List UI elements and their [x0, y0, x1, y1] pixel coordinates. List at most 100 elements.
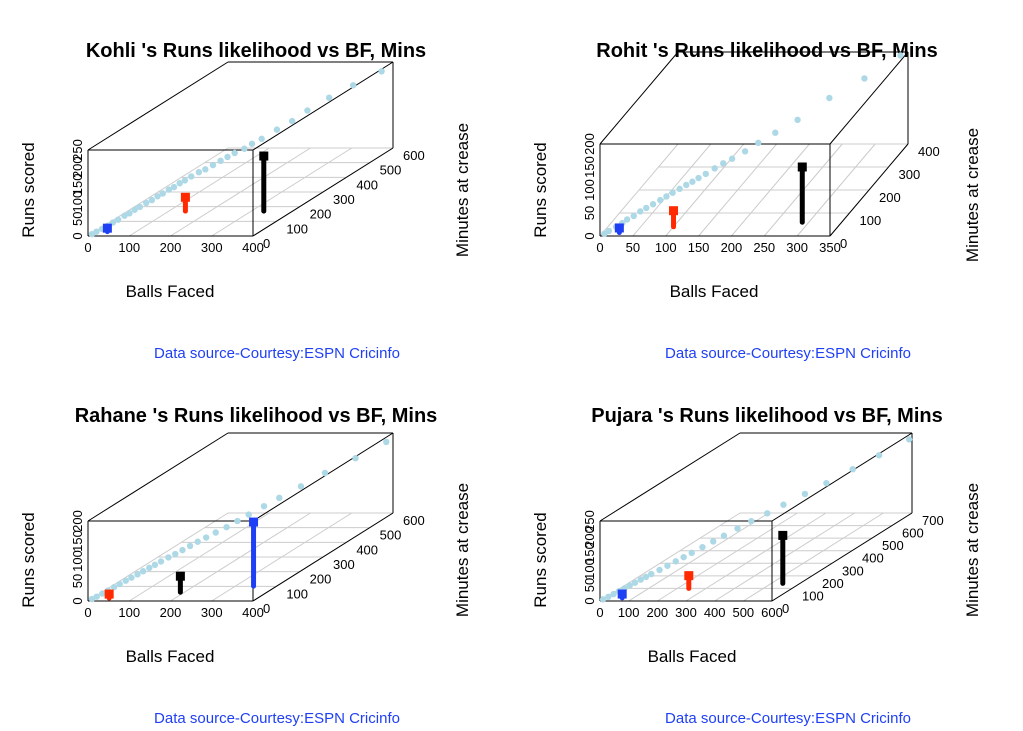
x-tick-labels: 0 100 200 300 400: [84, 605, 263, 620]
y-axis-label: Minutes at crease: [453, 483, 472, 617]
y-tick-label: 300: [333, 192, 355, 207]
z-tick-label: 150: [70, 174, 85, 196]
data-source-note: Data source-Courtesy:ESPN Cricinfo: [665, 710, 911, 727]
data-point: [702, 170, 709, 178]
x-tick-label: 400: [242, 240, 264, 255]
z-tick-label: 100: [70, 550, 85, 572]
data-point: [217, 157, 224, 165]
data-point: [176, 180, 183, 187]
data-point: [605, 593, 612, 601]
x-tick-label: 100: [618, 605, 640, 620]
chart-panel-4: Pujara 's Runs likelihood vs BF, Mins 0 10…: [531, 405, 982, 727]
box-edge: [87, 61, 229, 151]
data-point: [110, 583, 118, 591]
y-tick-label: 600: [403, 148, 425, 163]
y-tick-label: 100: [802, 588, 824, 603]
z-tick-label: 250: [70, 139, 85, 161]
data-point: [159, 190, 166, 197]
highlight-stick-head: [259, 151, 269, 161]
y-tick-label: 100: [286, 221, 308, 236]
data-point: [194, 538, 201, 545]
data-point: [711, 165, 718, 172]
data-point: [325, 94, 333, 101]
data-point: [212, 529, 219, 536]
data-point: [630, 212, 637, 220]
z-tick-label: 50: [582, 206, 597, 220]
y-tick-label: 400: [918, 144, 940, 159]
grid-line: [628, 512, 769, 602]
x-tick-labels: 0 100 200 300 400 500 600: [596, 605, 782, 620]
data-point: [748, 517, 755, 525]
x-tick-label: 200: [721, 240, 743, 255]
z-tick-label: 0: [70, 597, 85, 604]
x-tick-labels: 0 100 200 300 400: [84, 240, 263, 255]
highlight-stick-head: [778, 530, 788, 540]
data-point: [93, 228, 100, 235]
chart-title: Rahane 's Runs likelihood vs BF, Mins: [75, 405, 438, 427]
data-point: [224, 153, 231, 161]
x-tick-labels: 0 50 100 150 200 250 300 350: [596, 240, 840, 255]
x-axis-label: Balls Faced: [648, 647, 737, 666]
data-point: [772, 129, 779, 136]
scatter-points: [88, 68, 385, 238]
chart-title: Rohit 's Runs likelihood vs BF, Mins: [596, 40, 937, 62]
box-edge: [252, 147, 394, 237]
data-point: [126, 210, 133, 217]
data-source-note: Data source-Courtesy:ESPN Cricinfo: [154, 345, 400, 362]
data-point: [764, 510, 771, 517]
data-point: [699, 543, 706, 551]
y-tick-label: 400: [862, 551, 884, 566]
highlight-stick-head: [249, 517, 259, 527]
box-edge: [252, 432, 394, 522]
data-point: [248, 140, 256, 147]
x-tick-label: 600: [761, 605, 783, 620]
y-axis-label: Minutes at crease: [453, 123, 472, 257]
data-point: [875, 452, 883, 459]
y-tick-label: 300: [899, 167, 921, 182]
data-point: [605, 227, 613, 235]
plot-box: [87, 432, 394, 602]
chart-panel-3: Rahane 's Runs likelihood vs BF, Mins 0 10…: [19, 405, 472, 727]
data-point: [186, 542, 194, 550]
y-tick-label: 100: [860, 213, 882, 228]
x-tick-label: 0: [84, 240, 91, 255]
y-tick-label: 500: [380, 528, 402, 543]
y-axis-label: Minutes at crease: [963, 483, 982, 617]
z-tick-label: 50: [70, 212, 85, 226]
y-tick-label: 0: [782, 601, 789, 616]
x-tick-label: 400: [242, 605, 264, 620]
highlight-stick-head: [102, 223, 112, 233]
z-tick-label: 200: [70, 156, 85, 178]
data-point: [154, 193, 161, 200]
data-source-note: Data source-Courtesy:ESPN Cricinfo: [665, 345, 911, 362]
data-point: [288, 117, 296, 125]
y-tick-label: 300: [842, 563, 864, 578]
data-point: [151, 561, 159, 569]
box-edge: [771, 432, 913, 522]
box-edge: [252, 512, 394, 602]
data-point: [99, 590, 106, 597]
data-point: [134, 571, 141, 578]
highlight-stick-head: [617, 589, 627, 599]
x-tick-label: 300: [201, 605, 223, 620]
x-axis-label: Balls Faced: [126, 647, 215, 666]
data-point: [656, 566, 663, 574]
y-tick-label: 200: [879, 190, 901, 205]
data-point: [170, 183, 178, 191]
x-tick-label: 300: [201, 240, 223, 255]
z-tick-label: 100: [582, 558, 597, 580]
data-point: [165, 186, 173, 193]
data-point: [297, 483, 305, 490]
chart-panel-2: Rohit 's Runs likelihood vs BF, Mins 0 50 1…: [531, 40, 982, 362]
chart-title: Pujara 's Runs likelihood vs BF, Mins: [591, 405, 943, 427]
data-point: [121, 212, 128, 219]
data-point: [755, 139, 762, 147]
z-tick-label: 50: [582, 578, 597, 592]
box-edge: [829, 51, 909, 145]
z-tick-label: 200: [582, 133, 597, 155]
z-tick-label: 200: [582, 526, 597, 548]
data-point: [849, 466, 856, 473]
